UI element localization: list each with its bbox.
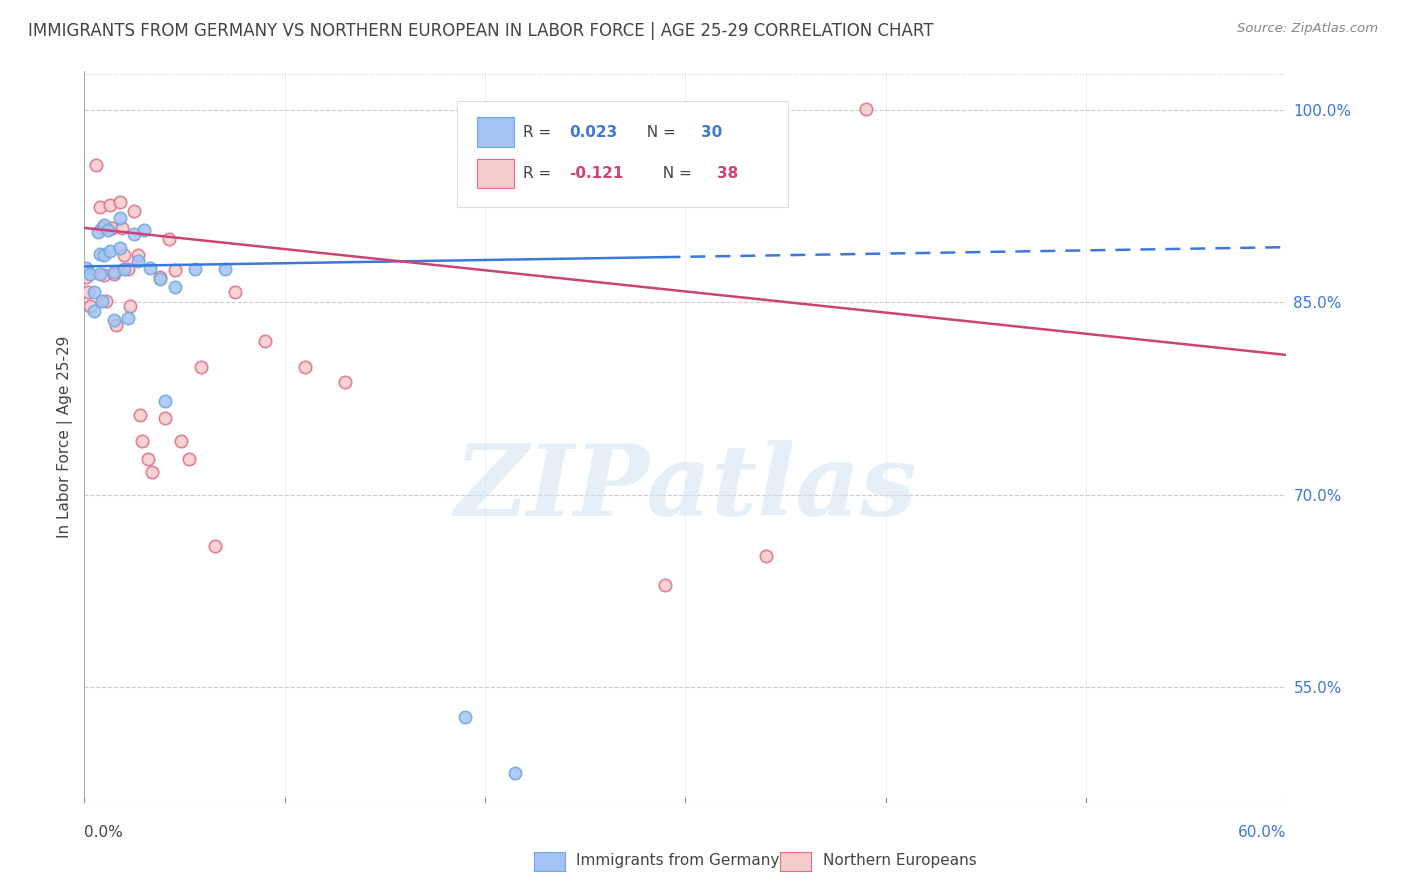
Point [75, 260, 97, 275]
Point [654, 577, 676, 591]
Point [114, 262, 135, 277]
Text: N =: N = [637, 125, 681, 139]
Text: Immigrants from Germany: Immigrants from Germany [576, 854, 780, 868]
Point [110, 242, 132, 256]
Point [134, 223, 156, 237]
Point [91, 221, 114, 235]
Point [93, 248, 115, 262]
Point [103, 267, 125, 281]
Point [110, 195, 132, 210]
Point [333, 375, 356, 389]
Point [138, 451, 160, 466]
Point [177, 451, 200, 466]
Point [89, 246, 111, 260]
Point [75, 269, 97, 284]
Point [79, 299, 101, 313]
Bar [478, 159, 513, 188]
Text: IMMIGRANTS FROM GERMANY VS NORTHERN EUROPEAN IN LABOR FORCE | AGE 25-29 CORRELAT: IMMIGRANTS FROM GERMANY VS NORTHERN EURO… [28, 22, 934, 40]
Point [93, 219, 115, 233]
Point [204, 539, 226, 553]
Point [101, 221, 124, 235]
Point [77, 285, 100, 299]
Point [131, 434, 153, 448]
Text: R =: R = [523, 125, 557, 139]
Point [169, 434, 191, 448]
Text: 30: 30 [702, 125, 723, 139]
Point [79, 267, 101, 281]
Point [124, 227, 146, 242]
Bar [478, 118, 513, 146]
Point [127, 254, 149, 268]
Text: 60.0%: 60.0% [1239, 825, 1286, 840]
Point [149, 269, 172, 284]
Point [654, 102, 676, 116]
Point [214, 262, 236, 277]
Point [117, 262, 139, 277]
Point [153, 394, 176, 409]
FancyBboxPatch shape [457, 101, 787, 207]
Point [87, 225, 110, 239]
Point [103, 264, 125, 278]
Point [503, 766, 526, 780]
Point [105, 318, 128, 333]
Point [100, 244, 122, 258]
Point [755, 549, 778, 564]
Text: R =: R = [523, 166, 557, 181]
Point [183, 262, 205, 277]
Point [91, 294, 114, 309]
Point [117, 310, 139, 325]
Text: ZIPatlas: ZIPatlas [454, 440, 917, 536]
Point [83, 304, 105, 318]
Text: 0.0%: 0.0% [84, 825, 124, 840]
Point [253, 334, 276, 348]
Point [120, 299, 142, 313]
Point [153, 410, 176, 425]
Point [100, 198, 122, 212]
Point [89, 200, 111, 214]
Y-axis label: In Labor Force | Age 25-29: In Labor Force | Age 25-29 [58, 336, 73, 538]
Point [149, 272, 172, 286]
Point [97, 223, 120, 237]
Point [139, 260, 162, 275]
Point [124, 204, 146, 219]
Point [103, 313, 125, 327]
Point [110, 211, 132, 225]
Point [93, 268, 115, 283]
Point [89, 267, 111, 281]
Text: -0.121: -0.121 [569, 166, 623, 181]
Point [855, 102, 877, 116]
Point [454, 710, 477, 724]
Point [224, 285, 246, 299]
Point [127, 248, 149, 262]
Point [83, 285, 105, 299]
Text: N =: N = [652, 166, 696, 181]
Point [86, 158, 108, 172]
Text: 0.023: 0.023 [569, 125, 617, 139]
Point [114, 248, 135, 262]
Text: Source: ZipAtlas.com: Source: ZipAtlas.com [1237, 22, 1378, 36]
Point [157, 232, 180, 246]
Point [163, 263, 186, 277]
Point [294, 359, 316, 374]
Point [141, 465, 163, 479]
Point [190, 359, 212, 374]
Point [111, 221, 134, 235]
Text: 38: 38 [717, 166, 738, 181]
Point [129, 409, 152, 423]
Text: Northern Europeans: Northern Europeans [823, 854, 976, 868]
Point [163, 280, 186, 294]
Point [96, 294, 118, 309]
